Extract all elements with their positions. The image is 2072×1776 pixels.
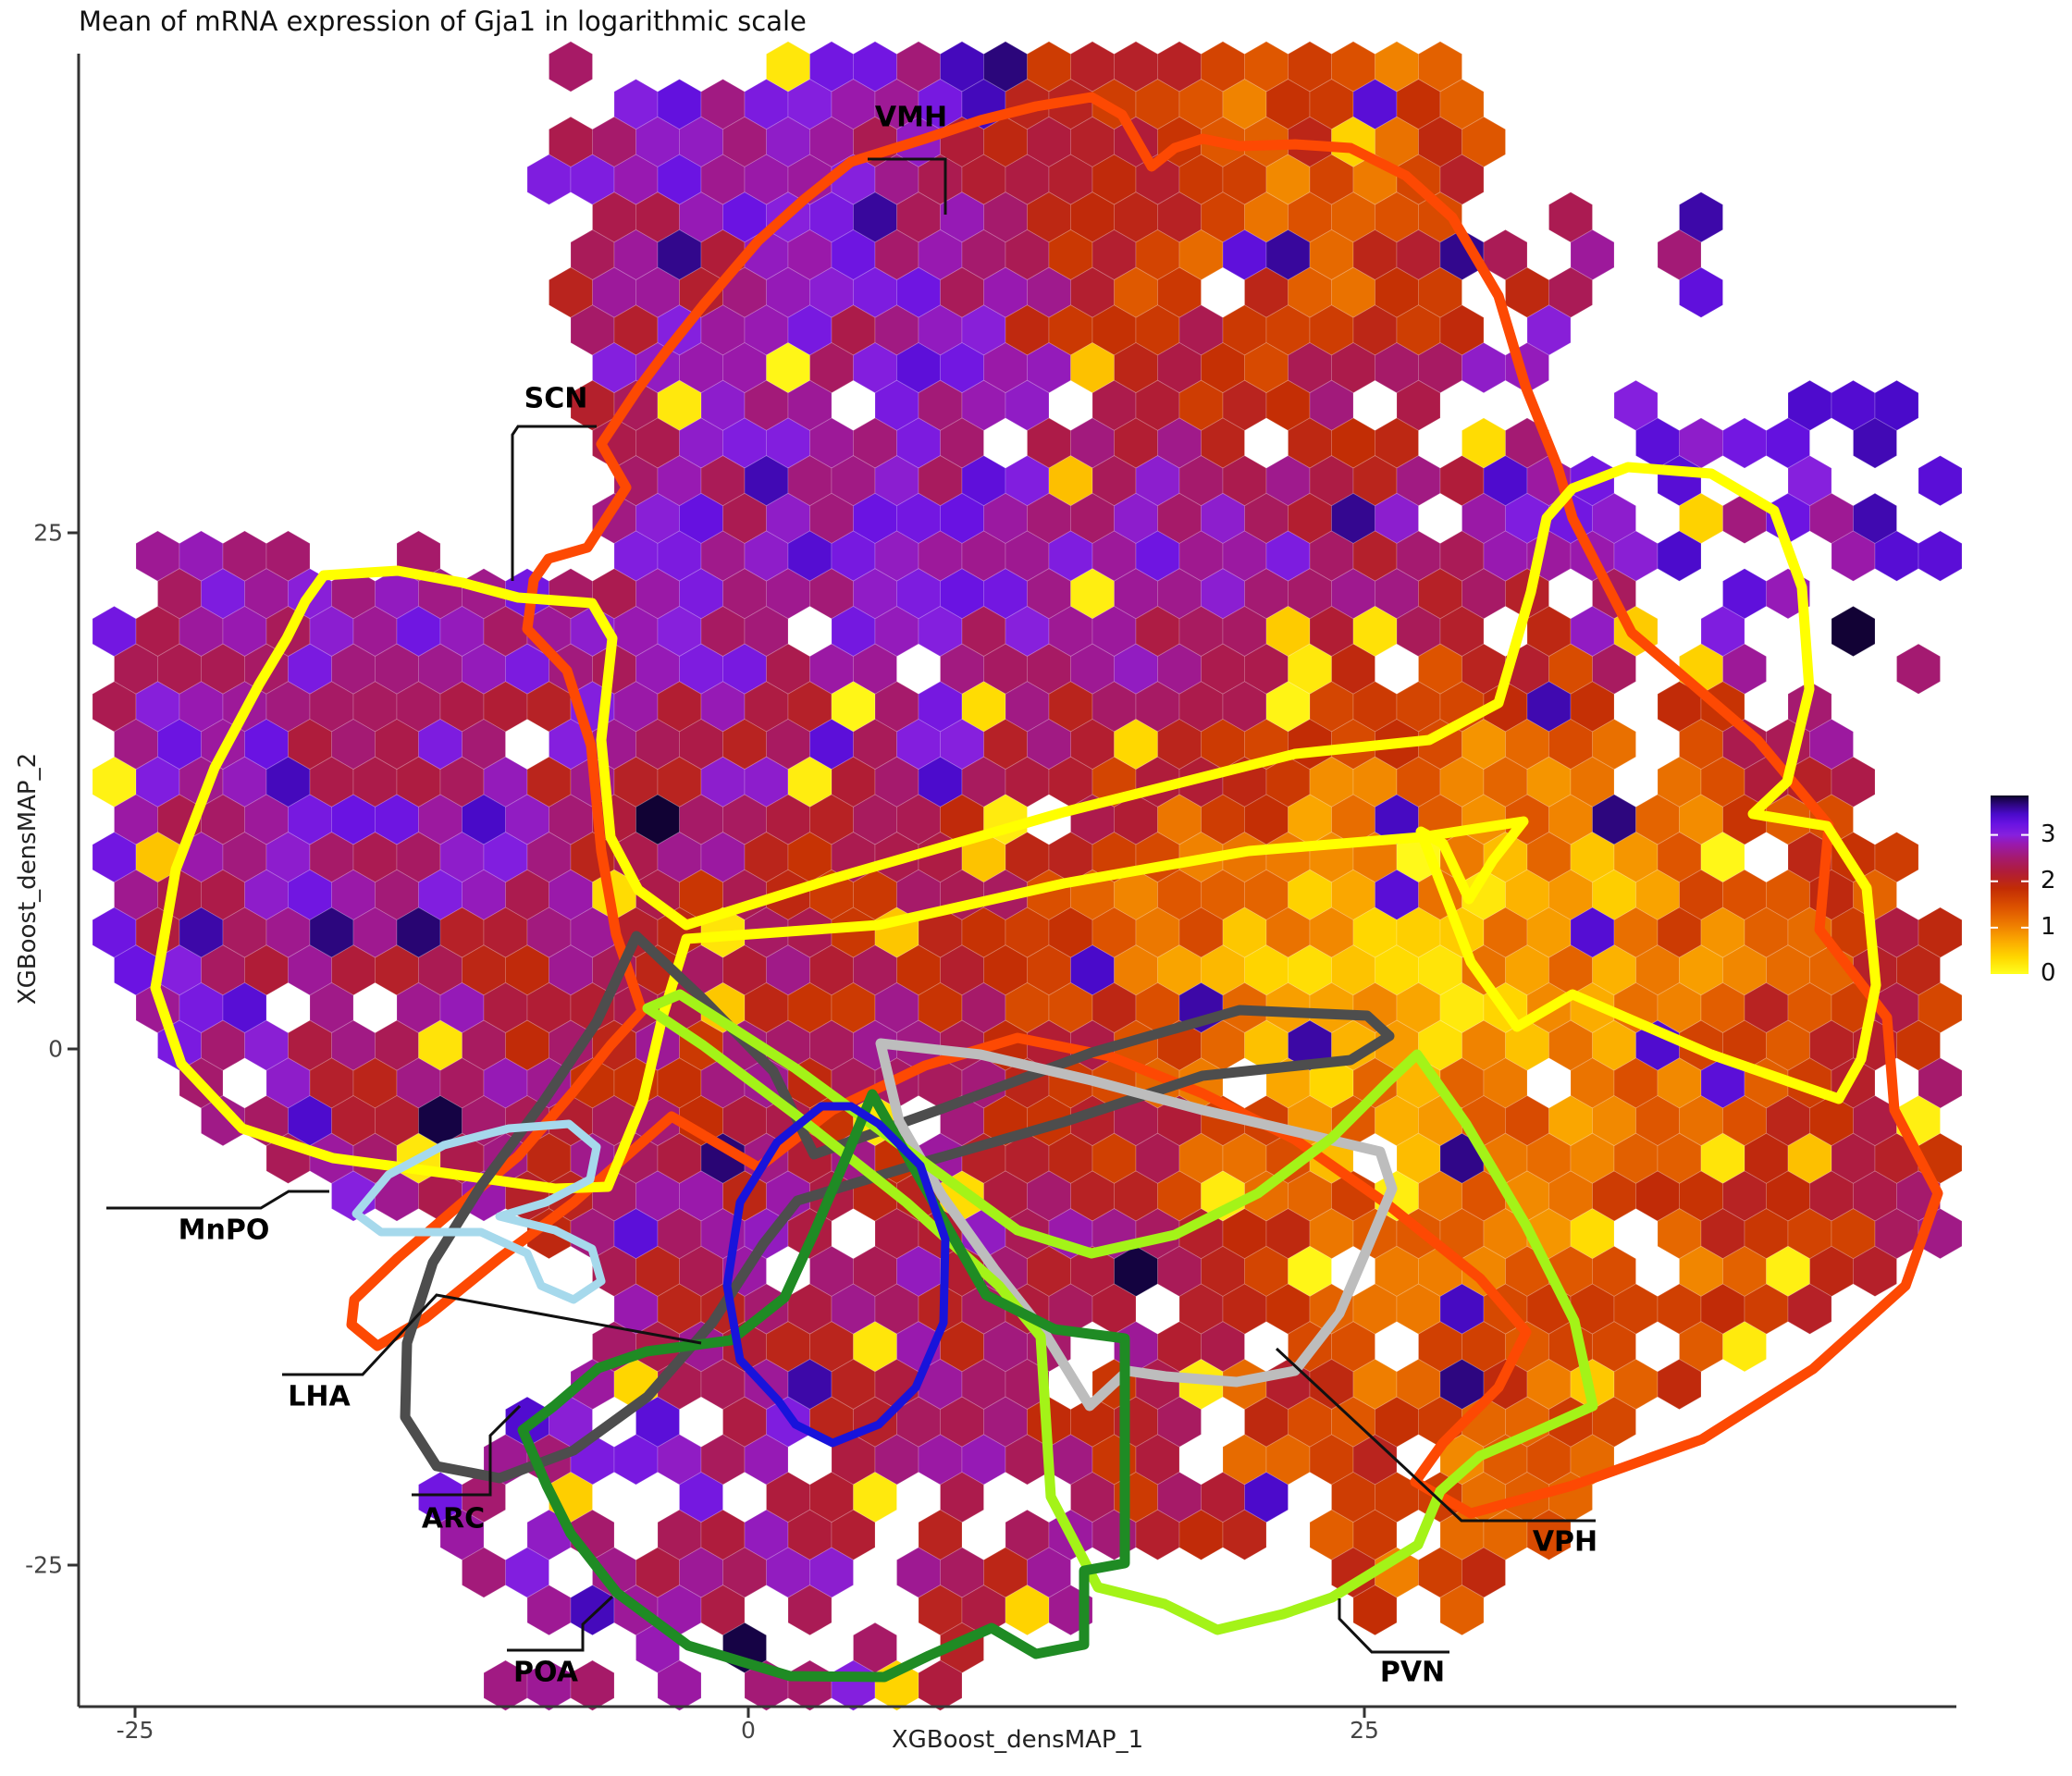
hex-bin — [1896, 643, 1941, 695]
poa-region-outline — [517, 1089, 1130, 1683]
leader-line-vph — [1275, 1347, 1596, 1523]
region-label-scn: SCN — [524, 382, 588, 415]
mnpo-region-outline — [352, 1119, 606, 1304]
region-label-vmh: VMH — [874, 101, 948, 134]
region-label-arc: ARC — [421, 1502, 486, 1536]
y-tick-label: 0 — [48, 1035, 63, 1063]
colorbar — [1991, 796, 2029, 974]
lha-region-outline — [400, 931, 1395, 1484]
hexbin-field — [92, 41, 1963, 1711]
blue-region-outline — [722, 1102, 950, 1448]
leader-line-arc — [412, 1404, 522, 1497]
leader-line-vmh — [868, 157, 947, 215]
hex-bin — [1853, 1245, 1897, 1298]
hex-bin — [1657, 530, 1702, 582]
region-outlines — [150, 92, 1943, 1683]
hex-bin — [1831, 605, 1876, 658]
y-axis-label: XGBoost_densMAP_2 — [14, 752, 42, 1005]
colorbar-tick-label: 0 — [2041, 959, 2056, 987]
pvn-region-outline — [642, 989, 1598, 1635]
y-tick-label: 25 — [33, 519, 63, 547]
leader-lines — [106, 157, 1596, 1654]
main-region-outline — [346, 92, 1943, 1519]
hex-bin — [1918, 530, 1963, 582]
hex-bin — [1722, 1321, 1767, 1373]
region-label-vph: VPH — [1532, 1525, 1598, 1559]
x-tick-label: 0 — [741, 1717, 756, 1744]
region-label-mnpo: MnPO — [178, 1214, 270, 1247]
colorbar-gradient — [1991, 796, 2029, 974]
hex-bin — [1352, 1585, 1398, 1636]
hex-bin — [1918, 455, 1963, 507]
x-tick-label: 25 — [1350, 1717, 1379, 1744]
x-axis-label: XGBoost_densMAP_1 — [891, 1726, 1144, 1754]
colorbar-tick-label: 3 — [2041, 820, 2056, 848]
leader-line-mnpo — [106, 1190, 329, 1210]
hex-bin — [657, 1659, 702, 1711]
hex-bin — [570, 1659, 615, 1711]
colorbar-tick-label: 2 — [2041, 866, 2056, 894]
hex-bin — [1722, 417, 1767, 469]
hex-bin — [1526, 1509, 1572, 1560]
leader-line-poa — [507, 1595, 614, 1652]
region-label-pvn: PVN — [1379, 1656, 1446, 1689]
hex-bin — [1657, 1358, 1702, 1411]
hex-bin — [787, 1659, 832, 1711]
chart-title: Mean of mRNA expression of Gja1 in logar… — [79, 6, 807, 37]
hex-bin — [787, 1585, 832, 1636]
hex-bin — [1679, 266, 1723, 318]
leader-line-pvn — [1338, 1598, 1449, 1654]
axes — [68, 54, 1956, 1718]
hex-bin — [1439, 1585, 1485, 1636]
colorbar-tick-label: 1 — [2041, 912, 2056, 941]
region-label-lha: LHA — [288, 1380, 351, 1413]
hex-bin — [1853, 417, 1897, 469]
hex-bin — [1787, 1283, 1832, 1335]
y-tick-label: -25 — [25, 1551, 63, 1579]
hex-bin — [918, 1659, 963, 1711]
region-label-poa: POA — [513, 1656, 578, 1689]
hex-bin — [549, 41, 593, 92]
leader-line-lha — [282, 1293, 702, 1376]
hex-bin — [1222, 1509, 1267, 1560]
vph-region-outline — [875, 1038, 1398, 1412]
leader-line-scn — [511, 425, 597, 581]
x-tick-label: -25 — [116, 1717, 154, 1744]
